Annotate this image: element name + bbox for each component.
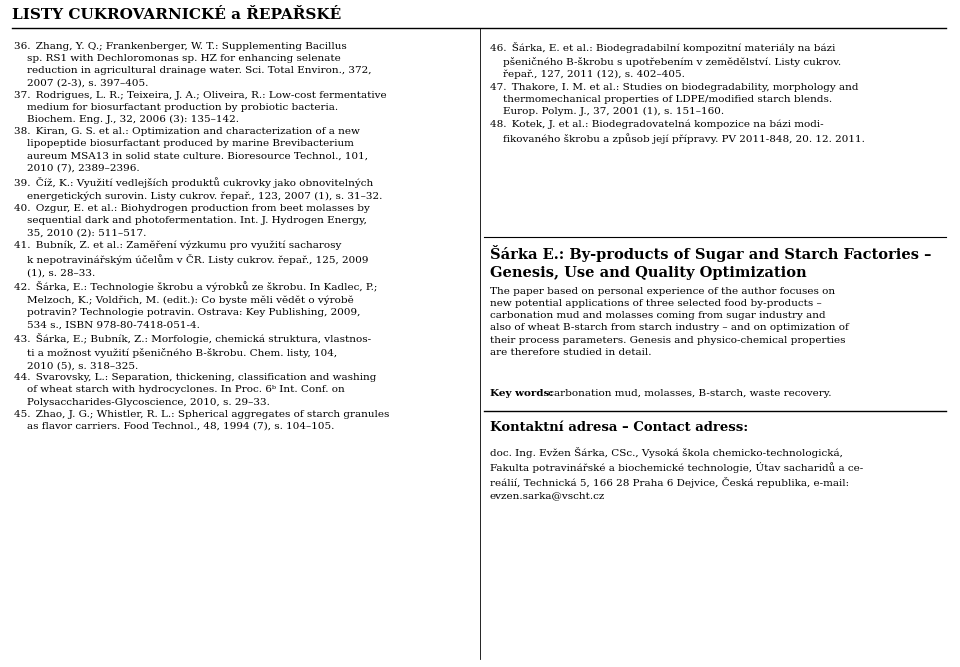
Text: The paper based on personal experience of the author focuses on
new potential ap: The paper based on personal experience o… <box>490 287 849 357</box>
Text: 36. Zhang, Y. Q.; Frankenberger, W. T.: Supplementing Bacillus
    sp. RS1 with : 36. Zhang, Y. Q.; Frankenberger, W. T.: … <box>14 42 390 431</box>
Text: Kontaktní adresa – Contact adress:: Kontaktní adresa – Contact adress: <box>490 421 748 434</box>
Text: carbonation mud, molasses, B-starch, waste recovery.: carbonation mud, molasses, B-starch, was… <box>545 389 831 398</box>
Text: Key words:: Key words: <box>490 389 553 398</box>
Text: doc. Ing. Evžen Šárka, CSc., Vysoká škola chemicko-technologická,
Fakulta potrav: doc. Ing. Evžen Šárka, CSc., Vysoká škol… <box>490 447 863 500</box>
Text: LISTY CUKROVARNICKÉ a ŘEPAŘSKÉ: LISTY CUKROVARNICKÉ a ŘEPAŘSKÉ <box>12 8 341 22</box>
Text: 46. Šárka, E. et al.: Biodegradabilní kompozitní materiály na bázi
    pšeničnéh: 46. Šárka, E. et al.: Biodegradabilní ko… <box>490 42 865 143</box>
Text: Šárka E.: By-products of Sugar and Starch Factories –
Genesis, Use and Quality O: Šárka E.: By-products of Sugar and Starc… <box>490 245 931 280</box>
